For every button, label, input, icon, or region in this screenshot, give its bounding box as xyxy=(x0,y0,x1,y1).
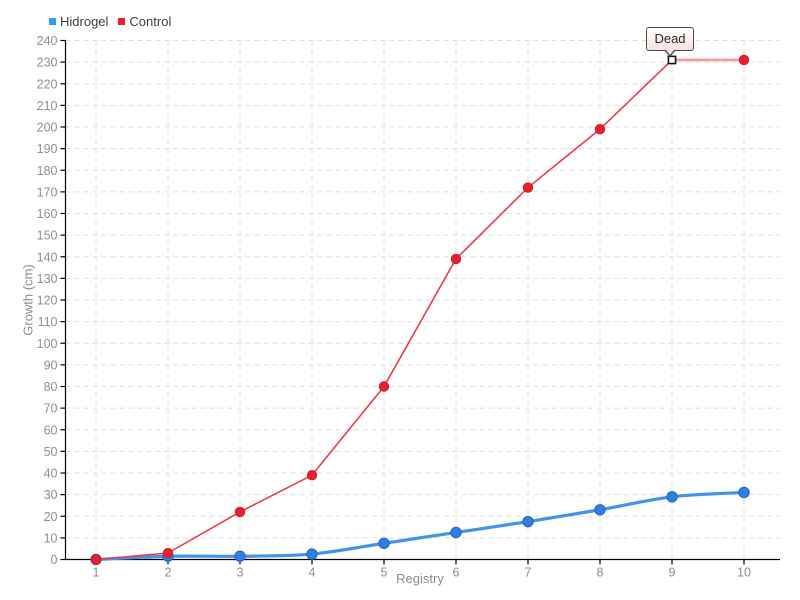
data-point-control-1[interactable] xyxy=(90,554,102,565)
x-tick-label: 9 xyxy=(669,566,676,580)
y-tick-label: 90 xyxy=(44,358,58,372)
x-axis-title: Registry xyxy=(396,571,444,586)
y-tick-label: 60 xyxy=(44,423,58,437)
x-tick-label: 8 xyxy=(597,566,604,580)
data-point-control-2[interactable] xyxy=(162,547,174,559)
legend-swatch-hidrogel-icon xyxy=(49,18,56,25)
dead-annotation-tooltip: Dead xyxy=(646,27,694,57)
data-point-control-7[interactable] xyxy=(522,182,534,193)
y-tick-label: 240 xyxy=(37,34,58,48)
legend-item-control[interactable]: Control xyxy=(118,14,171,29)
data-point-hidrogel-6[interactable] xyxy=(450,526,462,539)
y-tick-label: 200 xyxy=(37,121,58,135)
data-point-control-4[interactable] xyxy=(306,469,318,481)
y-tick-label: 10 xyxy=(44,531,58,545)
y-tick-label: 20 xyxy=(44,510,58,524)
legend: Hidrogel Control xyxy=(49,14,171,29)
y-tick-label: 70 xyxy=(44,402,58,416)
x-tick-label: 2 xyxy=(165,566,172,580)
y-tick-label: 190 xyxy=(37,142,58,156)
y-tick-label: 180 xyxy=(37,164,58,178)
x-tick-label: 7 xyxy=(525,566,532,580)
data-point-hidrogel-5[interactable] xyxy=(378,537,390,549)
data-point-hidrogel-4[interactable] xyxy=(306,548,318,560)
legend-label-control: Control xyxy=(129,14,172,29)
y-tick-label: 100 xyxy=(37,337,58,351)
x-tick-label: 1 xyxy=(93,566,100,580)
x-tick-label: 5 xyxy=(381,566,388,580)
hidrogel-line xyxy=(94,490,746,562)
hidrogel-line-light xyxy=(95,491,745,561)
legend-item-hidrogel[interactable]: Hidrogel xyxy=(49,14,108,29)
y-tick-label: 50 xyxy=(44,445,58,459)
legend-swatch-control-icon xyxy=(118,18,126,25)
y-tick-label: 160 xyxy=(37,207,58,221)
y-tick-label: 220 xyxy=(37,77,58,91)
y-axis-title: Growth (cm) xyxy=(20,264,36,336)
data-point-control-5[interactable] xyxy=(378,381,390,392)
y-tick-label: 150 xyxy=(37,229,58,243)
y-tick-label: 230 xyxy=(37,56,58,70)
data-point-control-3[interactable] xyxy=(234,506,246,518)
y-tick-label: 140 xyxy=(37,250,58,264)
x-tick-label: 10 xyxy=(737,566,751,580)
x-tick-label: 3 xyxy=(237,566,244,580)
data-point-hidrogel-3[interactable] xyxy=(234,550,246,562)
data-point-control-10[interactable] xyxy=(738,54,750,66)
y-tick-label: 110 xyxy=(38,315,58,329)
data-point-control-dead-9[interactable] xyxy=(667,55,677,65)
data-point-control-8[interactable] xyxy=(594,123,606,135)
x-tick-label: 6 xyxy=(453,566,460,580)
y-tick-label: 170 xyxy=(37,185,58,199)
y-tick-label: 120 xyxy=(37,294,58,308)
data-point-control-6[interactable] xyxy=(450,253,462,265)
y-tick-label: 210 xyxy=(37,99,58,113)
y-tick-label: 30 xyxy=(44,488,58,502)
data-point-hidrogel-7[interactable] xyxy=(522,515,534,528)
y-tick-label: 40 xyxy=(44,467,58,481)
legend-label-hidrogel: Hidrogel xyxy=(60,14,109,29)
y-tick-label: 0 xyxy=(51,553,58,567)
x-tick-label: 4 xyxy=(309,566,316,580)
data-point-hidrogel-9[interactable] xyxy=(666,491,678,503)
y-tick-label: 80 xyxy=(44,380,58,394)
data-point-hidrogel-8[interactable] xyxy=(594,504,606,516)
data-point-hidrogel-10[interactable] xyxy=(738,486,750,499)
y-tick-label: 130 xyxy=(37,272,58,286)
